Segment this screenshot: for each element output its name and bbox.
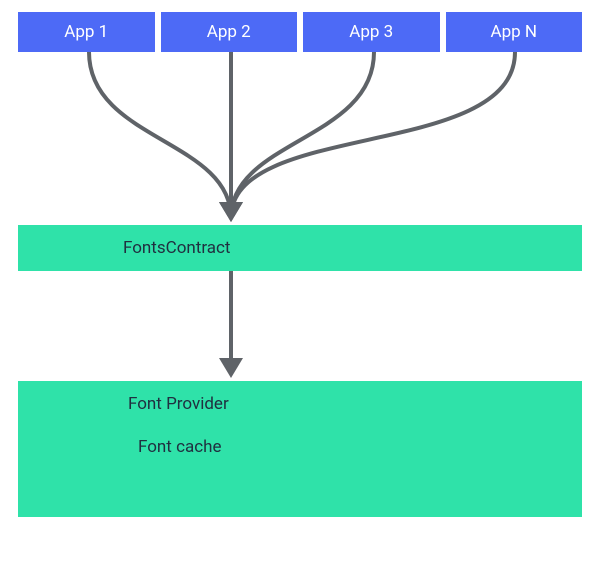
font-cache-label: Font cache	[138, 437, 222, 457]
font-provider-label: Font Provider	[128, 394, 229, 414]
app-label: App 2	[207, 22, 251, 42]
app-label: App 1	[64, 22, 108, 42]
app-box-2: App 2	[161, 12, 298, 52]
app-label: App N	[490, 22, 537, 42]
provider-spacer	[18, 467, 582, 517]
font-provider-group: Font Provider Font cache	[18, 381, 582, 517]
app-box-3: App 3	[303, 12, 440, 52]
fonts-contract-label: FontsContract	[123, 238, 231, 258]
font-provider-box: Font Provider	[18, 381, 582, 427]
arrow-appn-fc	[231, 52, 515, 218]
arrow-app3-fc	[231, 52, 374, 218]
app-label: App 3	[349, 22, 393, 42]
diagram-canvas: App 1 App 2 App 3 App N FontsContract Fo…	[0, 0, 600, 574]
arrow-app1-fc	[89, 52, 231, 218]
apps-row: App 1 App 2 App 3 App N	[18, 12, 582, 52]
font-cache-box: Font cache	[18, 427, 582, 467]
app-box-n: App N	[446, 12, 583, 52]
fonts-contract-box: FontsContract	[18, 225, 582, 271]
app-box-1: App 1	[18, 12, 155, 52]
